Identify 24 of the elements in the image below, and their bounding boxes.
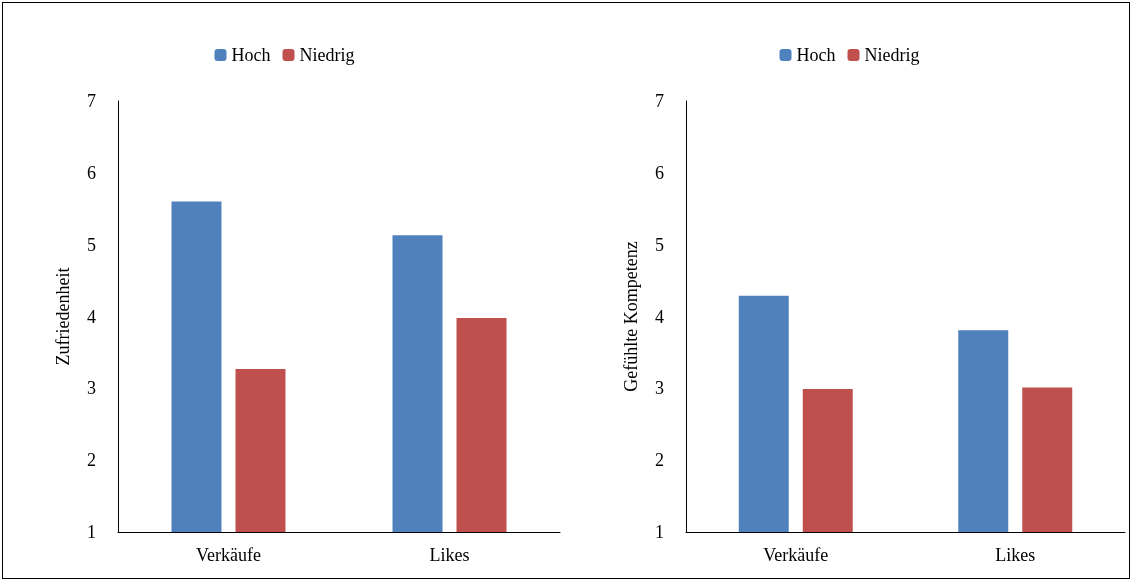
y-axis-title: Gefühlte Kompetenz [621,241,641,392]
y-tick-label: 1 [655,522,664,542]
y-tick-label: 7 [655,91,664,111]
legend-label: Hoch [231,45,271,65]
legend-label: Niedrig [864,45,920,65]
legend-label: Hoch [796,45,836,65]
y-tick-label: 4 [87,306,96,327]
y-tick-label: 1 [87,522,96,542]
y-tick-label: 5 [655,234,664,255]
y-tick-label: 4 [655,306,664,327]
y-tick-label: 2 [87,450,96,471]
y-tick-label: 3 [87,378,96,399]
y-tick-label: 7 [87,91,96,111]
y-tick-label: 3 [655,378,664,399]
y-axis-title: Zufriedenheit [53,267,73,366]
y-tick-label: 2 [655,450,664,471]
y-tick-label: 6 [87,162,96,183]
x-tick-label: Likes [429,545,470,565]
y-tick-label: 5 [87,234,96,255]
x-tick-label: Likes [995,545,1036,565]
x-tick-label: Verkäufe [763,545,829,565]
x-tick-label: Verkäufe [196,545,261,565]
legend-label: Niedrig [299,45,355,65]
y-tick-label: 6 [655,162,664,183]
